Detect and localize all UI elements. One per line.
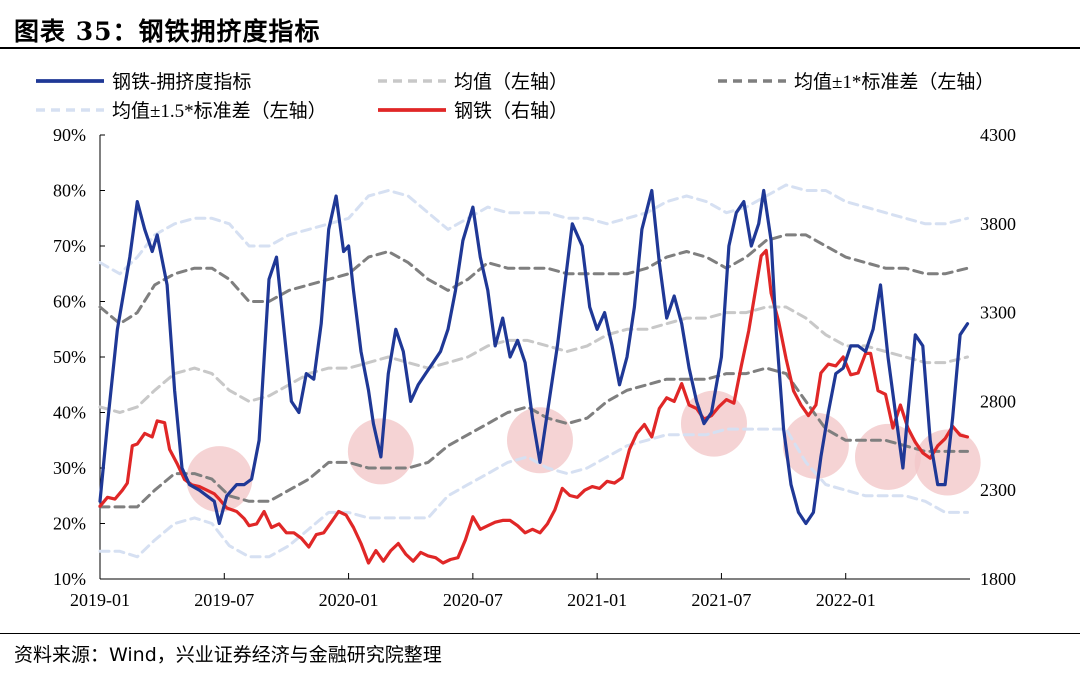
legend-label: 均值±1*标准差（左轴）: [794, 71, 994, 93]
y-right-tick-label: 3800: [980, 214, 1016, 234]
x-tick-label: 2021-01: [567, 590, 627, 610]
highlight-circle: [186, 446, 253, 513]
series-line: [98, 305, 969, 414]
y-left-tick-label: 90%: [53, 125, 86, 145]
source-rule: [0, 633, 1080, 634]
y-left-tick-label: 10%: [53, 569, 86, 589]
title-rule: [0, 47, 1080, 49]
series-line: [98, 248, 970, 565]
source-note: 资料来源：Wind，兴业证券经济与金融研究院整理: [14, 644, 442, 666]
figure-title: 图表 35：钢铁拥挤度指标: [14, 17, 321, 46]
series-line: [98, 366, 969, 509]
highlight-circle: [782, 412, 849, 479]
series-line: [98, 188, 970, 526]
legend: 钢铁-拥挤度指标 均值（左轴） 均值±1*标准差（左轴） 均值±1.5*标准差（左轴）…: [36, 71, 994, 122]
legend-label: 钢铁（右轴）: [454, 100, 568, 122]
legend-label: 均值±1.5*标准差（左轴）: [112, 100, 327, 122]
y-left-tick-label: 20%: [53, 514, 86, 534]
x-tick-label: 2022-01: [816, 590, 876, 610]
x-tick-label: 2019-01: [70, 590, 130, 610]
y-right-tick-label: 4300: [980, 125, 1016, 145]
y-left-tick-label: 60%: [53, 292, 86, 312]
x-tick-label: 2021-07: [691, 590, 751, 610]
x-tick-label: 2020-01: [319, 590, 379, 610]
y-left-tick-label: 50%: [53, 347, 86, 367]
series-lines: [98, 183, 970, 565]
y-left-tick-label: 80%: [53, 181, 86, 201]
y-right-tick-label: 3300: [980, 303, 1016, 323]
y-right-tick-label: 2800: [980, 391, 1016, 411]
series-line: [98, 233, 969, 326]
highlight-circles: [186, 390, 981, 513]
y-left-tick-label: 70%: [53, 236, 86, 256]
legend-label: 钢铁-拥挤度指标: [112, 71, 251, 93]
tick-labels: 10% 20% 30% 40% 50% 60% 70% 80% 90% 1800 2300 2800 3…: [53, 125, 1016, 610]
y-right-tick-label: 2300: [980, 480, 1016, 500]
y-left-tick-label: 40%: [53, 403, 86, 423]
x-tick-label: 2020-07: [443, 590, 503, 610]
y-right-tick-label: 1800: [980, 569, 1016, 589]
x-tick-label: 2019-07: [194, 590, 254, 610]
axes: [99, 134, 970, 580]
series-line: [98, 183, 969, 276]
chart: 10% 20% 30% 40% 50% 60% 70% 80% 90% 1800 2300 2800 3…: [36, 71, 1016, 610]
y-left-tick-label: 30%: [53, 458, 86, 478]
legend-label: 均值（左轴）: [454, 71, 568, 93]
